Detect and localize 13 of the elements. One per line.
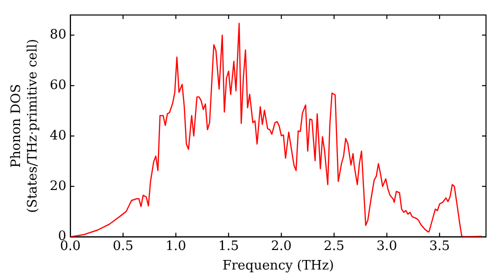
y-tick-label: 40: [50, 128, 66, 144]
x-tick-label: 3.0: [376, 238, 398, 254]
x-tick-label: 3.5: [429, 238, 450, 254]
y-axis-title: Phonon DOS (States/THz·primitive cell): [8, 38, 41, 213]
y-tick-label: 20: [50, 178, 66, 194]
x-tick-label: 0.5: [112, 238, 134, 254]
x-tick-label: 2.0: [270, 238, 292, 254]
x-axis-title: Frequency (THz): [222, 258, 334, 274]
x-tick-label: 2.5: [324, 238, 344, 254]
y-tick-label: 80: [50, 28, 66, 43]
y-tick-label: 60: [50, 78, 66, 93]
x-tick-label: 1.5: [218, 238, 239, 254]
x-tick-label: 1.0: [165, 238, 186, 254]
